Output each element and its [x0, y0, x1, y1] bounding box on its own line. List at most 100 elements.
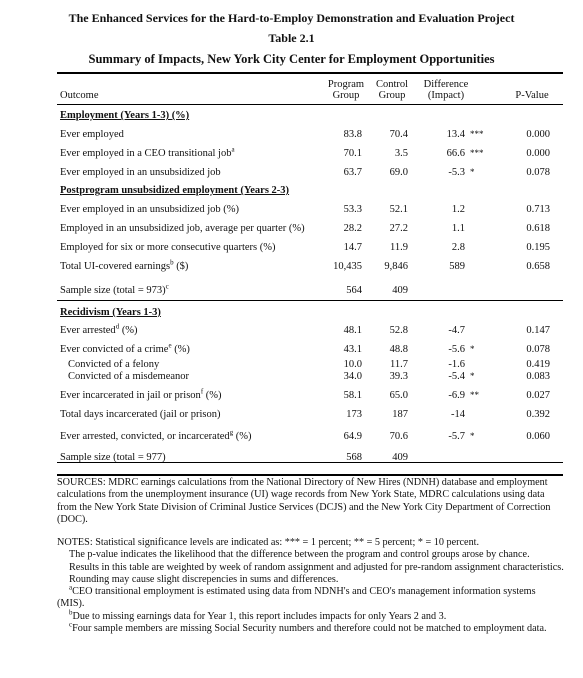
- row-label-text: Employed for six or more consecutive qua…: [60, 242, 276, 253]
- row-label-text: Convicted of a felony: [68, 359, 160, 370]
- control-group-value: 187: [392, 409, 408, 420]
- footnote-marker: d: [115, 322, 120, 331]
- table-row: Ever convicted of a crimee (%) 43.1 48.8 -5…: [0, 341, 583, 356]
- program-group-value: 14.7: [343, 242, 362, 253]
- program-group-value: 564: [346, 285, 362, 296]
- table-row: Employed in an unsubsidized job, average…: [0, 222, 583, 235]
- control-group-value: 9,846: [384, 261, 408, 272]
- p-value: 0.147: [526, 325, 550, 336]
- row-label-suffix: (%): [233, 431, 252, 442]
- footnote-marker: a: [231, 145, 235, 154]
- row-label-text: Ever employed in an unsubsidized job (%): [60, 204, 240, 215]
- note-significance: NOTES: Statistical significance levels a…: [57, 537, 480, 548]
- row-label-suffix: ($): [173, 261, 189, 272]
- column-header-outcome: Outcome: [60, 90, 99, 101]
- row-label: Ever employed in an unsubsidized job: [60, 166, 221, 179]
- row-label-text: Postprogram unsubsidized employment (Yea…: [60, 185, 290, 196]
- row-label: Ever employed in an unsubsidized job (%): [60, 203, 239, 216]
- bottom-rule: [57, 474, 563, 476]
- row-label-text: Ever convicted of a crime: [60, 344, 169, 355]
- program-group-value: 568: [346, 452, 362, 463]
- table-title: Summary of Impacts, New York City Center…: [88, 52, 495, 66]
- program-group-value: 83.8: [343, 129, 362, 140]
- table-row: Ever arrestedd (%) 48.1 52.8 -4.7 0.147: [0, 322, 583, 337]
- p-value: 0.060: [526, 431, 550, 442]
- column-header-pvalue: P-Value: [515, 90, 549, 101]
- row-label: Employed for six or more consecutive qua…: [60, 241, 275, 254]
- row-label: Total UI-covered earningsb ($): [60, 258, 189, 273]
- row-label-text: Ever employed in an unsubsidized job: [60, 167, 221, 178]
- section-heading-row: Postprogram unsubsidized employment (Yea…: [0, 184, 583, 197]
- row-label-suffix: (%): [119, 325, 138, 336]
- p-value: 0.083: [526, 371, 550, 382]
- footnote-marker: e: [168, 341, 172, 350]
- table-number: Table 2.1: [268, 31, 315, 45]
- impact-value: -14: [451, 409, 465, 420]
- program-group-value: 28.2: [343, 223, 362, 234]
- program-group-value: 48.1: [343, 325, 362, 336]
- top-rule: [57, 72, 563, 74]
- footnote-marker: f: [200, 387, 204, 396]
- note-b-mark: b: [69, 608, 73, 617]
- significance-stars: **: [470, 390, 479, 400]
- note-c-mark: c: [69, 620, 73, 629]
- impact-value: 1.2: [451, 204, 465, 215]
- table-row: Ever incarcerated in jail or prisonf (%)…: [0, 387, 583, 402]
- note-pvalue: The p-value indicates the likelihood tha…: [69, 549, 530, 561]
- row-label-text: Convicted of a misdemeanor: [68, 371, 190, 382]
- footnote-marker: g: [229, 428, 234, 437]
- row-label-text: Ever employed: [60, 129, 124, 140]
- impact-value: -5.3: [448, 167, 465, 178]
- notes-block: NOTES: Statistical significance levels a…: [57, 537, 565, 635]
- table-row: Convicted of a felony 10.0 11.7 -1.6 0.419: [0, 358, 583, 371]
- program-group-value: 53.3: [343, 204, 362, 215]
- row-label: Ever employed in a CEO transitional joba: [60, 145, 235, 160]
- row-label: Ever employed: [60, 128, 124, 141]
- program-group-value: 173: [346, 409, 362, 420]
- program-group-value: 10,435: [333, 261, 362, 272]
- program-header-line2: Group: [332, 90, 360, 101]
- row-label-text: Ever employed in a CEO transitional job: [60, 148, 232, 159]
- difference-header-line1: Difference: [423, 79, 469, 90]
- p-value: 0.195: [526, 242, 550, 253]
- control-group-value: 27.2: [389, 223, 408, 234]
- significance-stars: ***: [470, 129, 484, 139]
- row-label-text: Total days incarcerated (jail or prison): [60, 409, 221, 420]
- row-label: Employed in an unsubsidized job, average…: [60, 222, 305, 235]
- p-value: 0.078: [526, 344, 550, 355]
- p-value: 0.027: [526, 390, 550, 401]
- p-value: 0.392: [526, 409, 550, 420]
- sample-rule-1: [57, 300, 563, 301]
- control-group-value: 69.0: [389, 167, 408, 178]
- control-group-value: 11.9: [390, 242, 408, 253]
- column-header-difference: Difference (Impact): [418, 79, 474, 101]
- row-label: Total days incarcerated (jail or prison): [60, 408, 221, 421]
- impact-value: -4.7: [448, 325, 465, 336]
- difference-header-line2: (Impact): [427, 90, 465, 101]
- program-group-value: 63.7: [343, 167, 362, 178]
- control-group-value: 409: [392, 452, 408, 463]
- significance-stars: *: [470, 344, 475, 354]
- table-row: Ever employed in a CEO transitional joba…: [0, 145, 583, 160]
- row-label-text: Ever arrested, convicted, or incarcerate…: [60, 431, 230, 442]
- note-rounding: Rounding may cause slight discrepencies …: [69, 573, 339, 585]
- table-row: Convicted of a misdemeanor 34.0 39.3 -5.4 0.…: [0, 370, 583, 383]
- control-group-value: 48.8: [389, 344, 408, 355]
- sample-rule-2: [57, 462, 563, 463]
- footnote-marker: b: [170, 258, 174, 267]
- control-group-value: 70.6: [389, 431, 408, 442]
- row-label: Sample size (total = 977): [60, 451, 166, 464]
- row-label-text: Recidivism (Years 1-3): [60, 307, 161, 318]
- table-row: Sample size (total = 973)c 564 409: [0, 283, 583, 297]
- note-a: aCEO transitional employment is estimate…: [57, 584, 565, 611]
- control-group-value: 52.8: [389, 325, 408, 336]
- control-group-value: 3.5: [394, 148, 408, 159]
- program-header-line1: Program: [327, 79, 365, 90]
- row-label: Postprogram unsubsidized employment (Yea…: [60, 184, 289, 197]
- table-row: Ever arrested, convicted, or incarcerate…: [0, 428, 583, 443]
- sources-note: SOURCES: MDRC earnings calculations from…: [57, 477, 565, 526]
- impact-value: -5.7: [448, 431, 465, 442]
- impact-value: -5.4: [448, 371, 465, 382]
- row-label-suffix: (%): [203, 390, 222, 401]
